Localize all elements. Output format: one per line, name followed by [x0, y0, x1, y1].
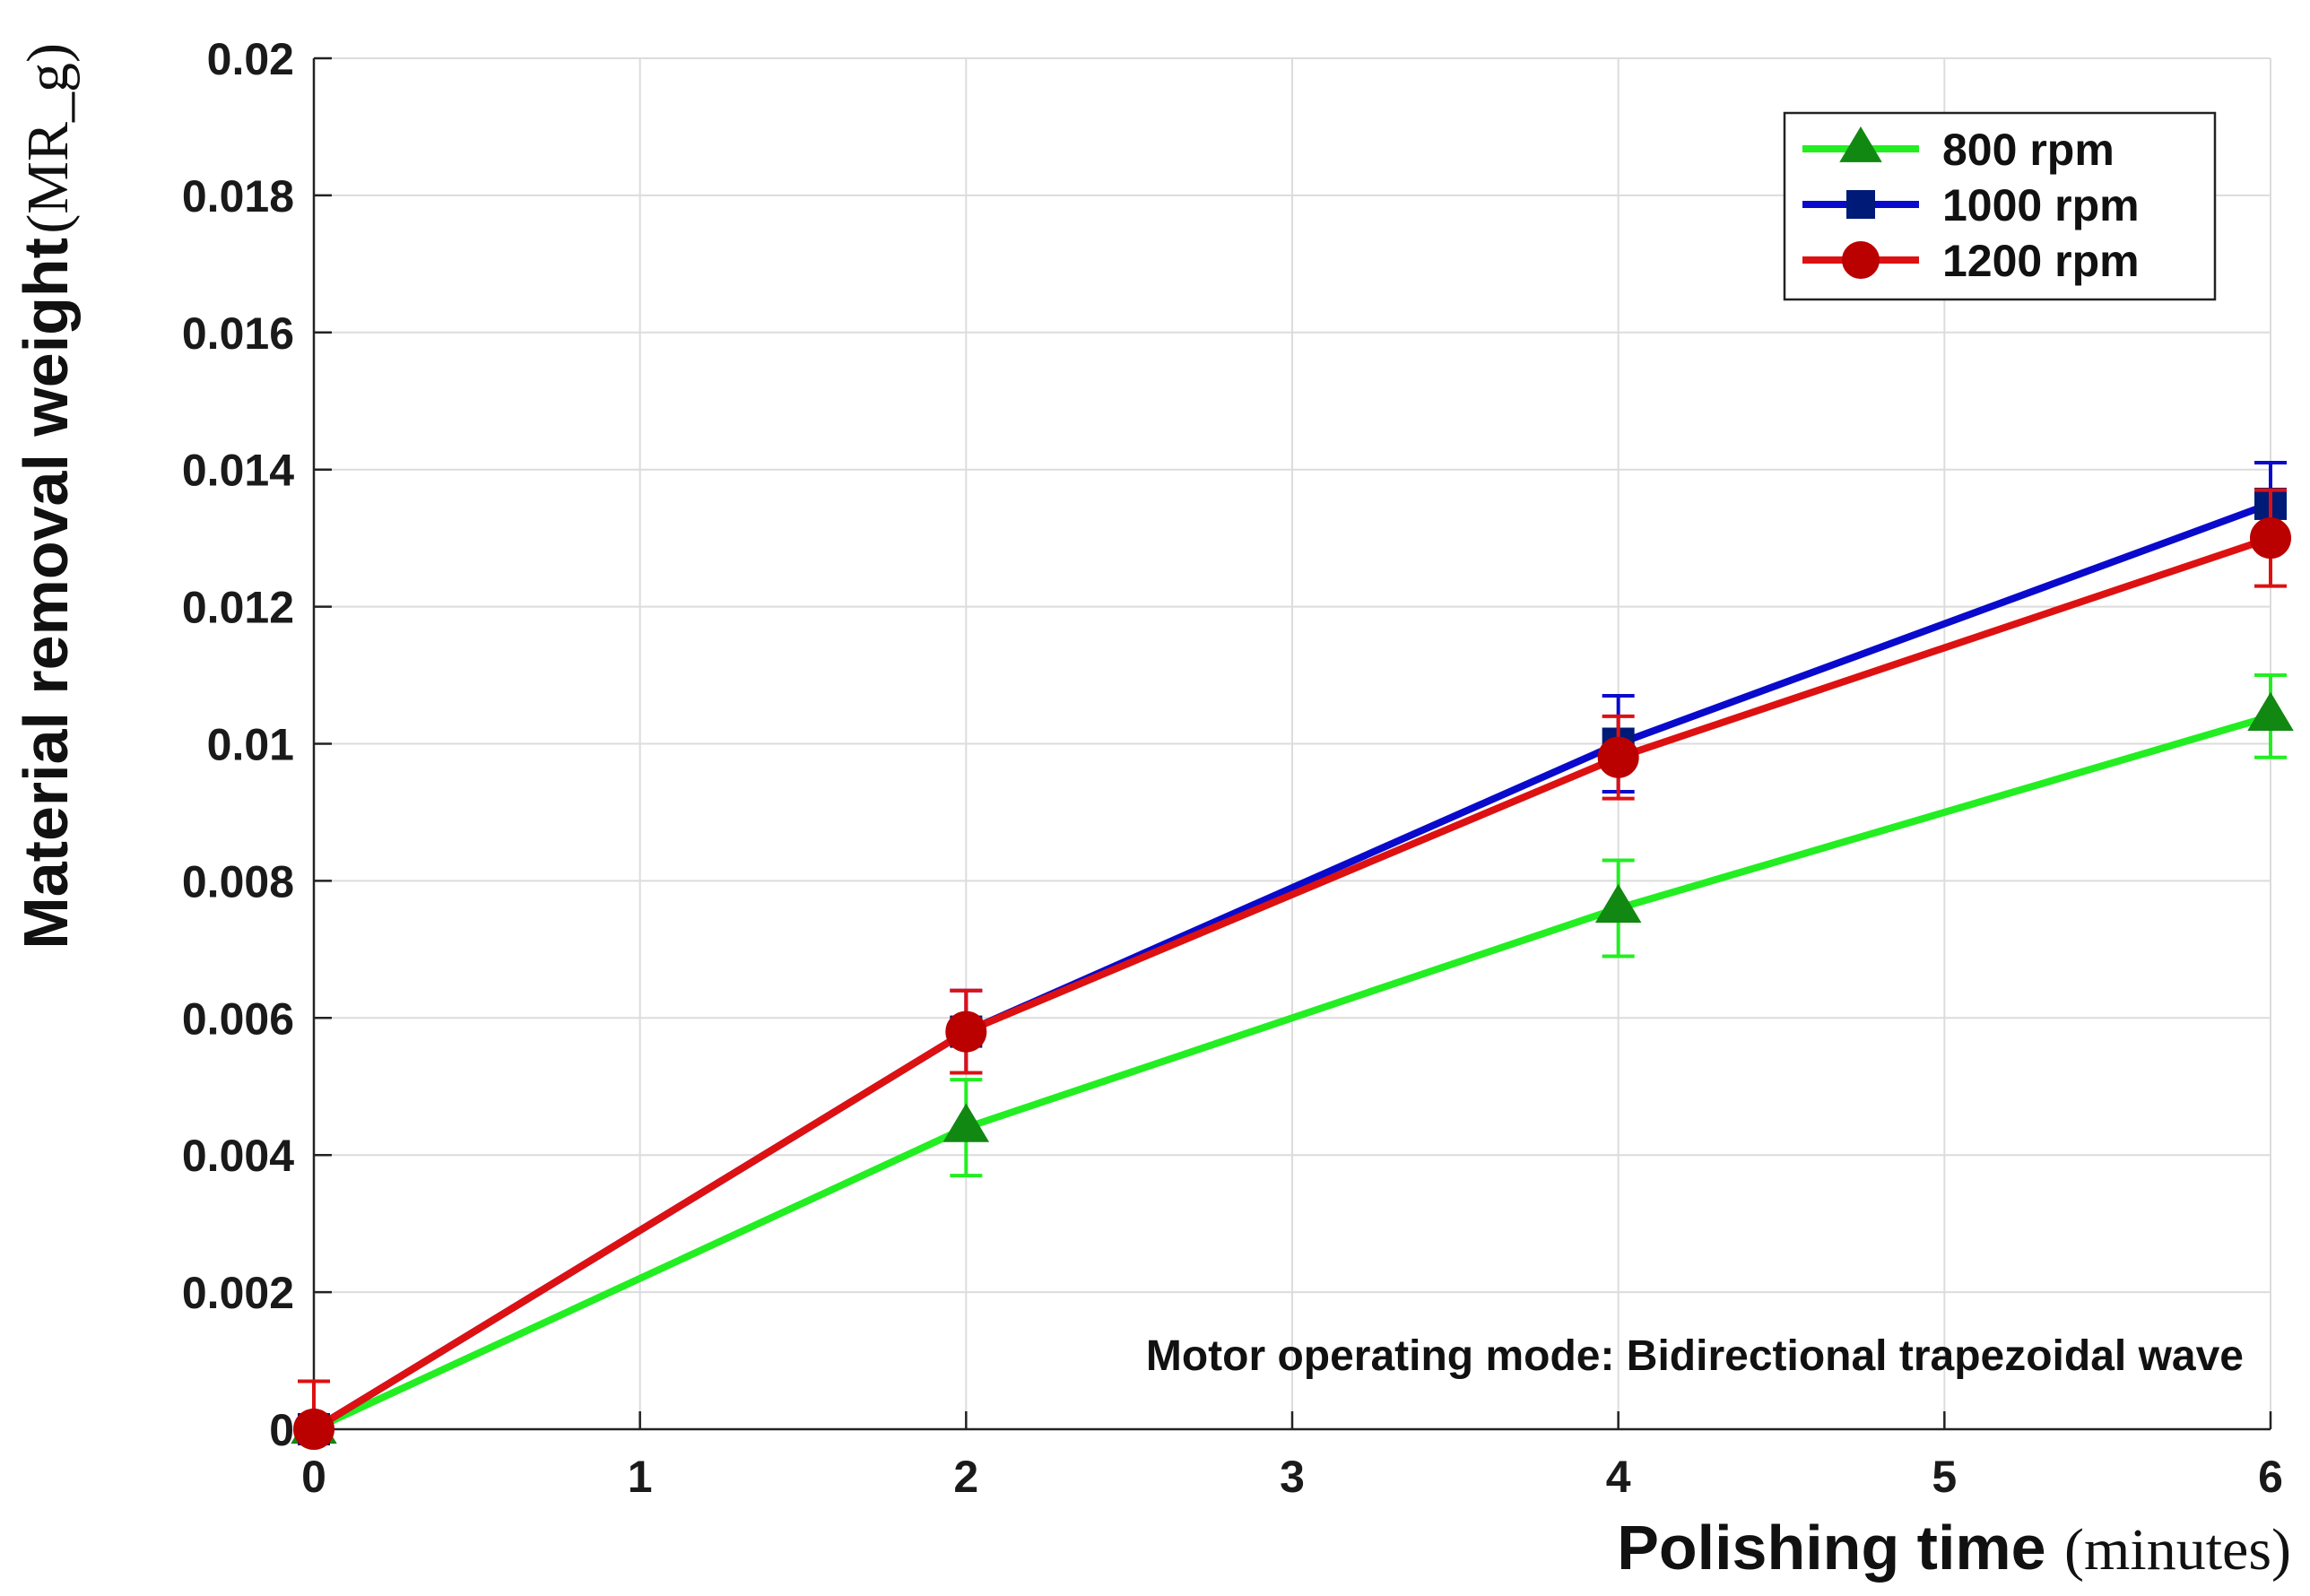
y-tick-label: 0.006 — [182, 993, 294, 1044]
y-tick-label: 0.016 — [182, 308, 294, 359]
legend-label: 1200 rpm — [1942, 236, 2140, 286]
x-axis-label-unit: (minutes) — [2064, 1517, 2291, 1583]
series-1200-rpm — [293, 488, 2291, 1450]
legend-item: 1200 rpm — [1802, 236, 2140, 286]
y-axis-label: (MR_g) — [15, 43, 81, 234]
y-tick-label: 0.002 — [182, 1268, 294, 1318]
series-800-rpm — [291, 673, 2294, 1444]
series-line — [310, 534, 2274, 1433]
marker-circle — [293, 1409, 334, 1450]
marker-triangle — [1594, 883, 1642, 924]
marker-circle — [1597, 736, 1639, 778]
marker-triangle — [1839, 126, 1882, 162]
marker-circle — [1842, 241, 1880, 279]
y-axis-label-unit: (MR_g) — [15, 43, 81, 234]
x-tick-label: 0 — [301, 1452, 326, 1502]
marker-circle — [945, 1011, 987, 1053]
x-tick-label: 5 — [1932, 1452, 1957, 1502]
legend-item: 1000 rpm — [1802, 180, 2140, 230]
tick-labels: 0 1 2 3 4 5 6 0 0.002 0.004 0.006 0.008 0.01 0.012 0.0… — [182, 34, 2283, 1502]
y-tick-label: 0.02 — [207, 34, 294, 84]
x-axis-label-main: Polishing time — [1617, 1513, 2045, 1583]
y-tick-label: 0.012 — [182, 583, 294, 633]
y-tick-label: 0.004 — [182, 1131, 294, 1181]
marker-square — [1846, 190, 1875, 219]
y-axis-label-main-text: Material removal weight — [11, 238, 81, 950]
x-axis-label: Polishing time (minutes) — [1617, 1513, 2291, 1583]
y-tick-label: 0.01 — [207, 720, 294, 770]
x-tick-label: 3 — [1280, 1452, 1305, 1502]
marker-triangle — [2247, 691, 2294, 732]
legend-label: 1000 rpm — [1942, 180, 2140, 230]
x-tick-label: 4 — [1606, 1452, 1631, 1502]
y-tick-label: 0 — [269, 1405, 294, 1455]
y-tick-label: 0.008 — [182, 856, 294, 906]
marker-triangle — [942, 1103, 990, 1142]
axes — [312, 56, 2272, 1431]
legend-label: 800 rpm — [1942, 125, 2115, 175]
x-tick-label: 1 — [628, 1452, 653, 1502]
series-line — [310, 712, 2274, 1433]
y-tick-label: 0.018 — [182, 171, 294, 221]
y-tick-label: 0.014 — [182, 446, 294, 496]
legend-item: 800 rpm — [1802, 125, 2115, 175]
annotation-text: Motor operating mode: Bidirectional trap… — [1146, 1332, 2244, 1380]
x-tick-label: 6 — [2258, 1452, 2283, 1502]
marker-circle — [2250, 517, 2291, 559]
x-tick-label: 2 — [953, 1452, 978, 1502]
series-group — [291, 461, 2294, 1450]
